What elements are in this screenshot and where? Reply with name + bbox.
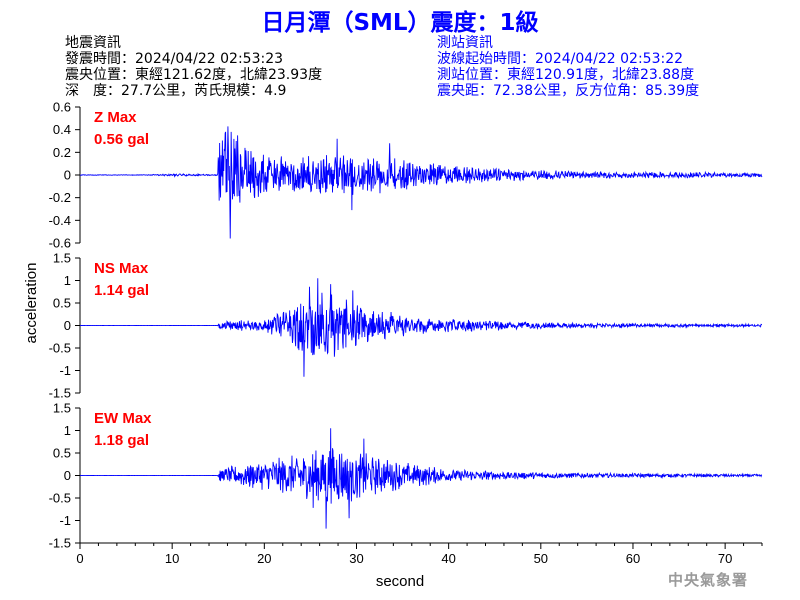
station-info-heading: 測站資訊 (437, 35, 493, 51)
max-value-z: 0.56 gal (94, 131, 149, 148)
y-tick-label: -0.5 (49, 491, 71, 506)
y-tick-label: 0.2 (53, 145, 71, 160)
chart-title: 日月潭（SML）震度：1級 (261, 10, 539, 36)
y-axis-label: acceleration (23, 263, 40, 344)
x-tick-label: 50 (534, 551, 548, 566)
y-tick-label: -0.6 (49, 236, 71, 251)
y-tick-label: 0.5 (53, 296, 71, 311)
station-position: 測站位置：東經120.91度，北緯23.88度 (437, 67, 695, 83)
origin-time: 發震時間：2024/04/22 02:53:23 (65, 51, 284, 67)
epicenter-position: 震央位置：東經121.62度，北緯23.93度 (65, 67, 323, 83)
x-tick-label: 70 (718, 551, 732, 566)
y-tick-label: -1 (59, 363, 71, 378)
y-tick-label: 0 (64, 168, 71, 183)
y-tick-label: 1.5 (53, 251, 71, 266)
agency-credit: 中央氣象署 (667, 571, 748, 589)
max-label-ns: NS Max (94, 260, 149, 277)
max-label-z: Z Max (94, 109, 137, 126)
x-tick-label: 30 (349, 551, 363, 566)
max-value-ns: 1.14 gal (94, 282, 149, 299)
y-tick-label: 0 (64, 468, 71, 483)
max-value-ew: 1.18 gal (94, 432, 149, 449)
earthquake-info-block: 地震資訊 發震時間：2024/04/22 02:53:23 震央位置：東經121… (65, 35, 322, 99)
x-tick-label: 60 (626, 551, 640, 566)
wave-start-time: 波線起始時間：2024/04/22 02:53:22 (437, 51, 684, 67)
y-tick-label: -0.2 (49, 190, 71, 205)
max-label-ew: EW Max (94, 410, 152, 427)
x-tick-label: 40 (441, 551, 455, 566)
waveform-z (79, 126, 763, 239)
y-tick-label: 0 (64, 318, 71, 333)
y-tick-label: -1 (59, 513, 71, 528)
y-tick-label: 0.4 (53, 122, 71, 137)
y-tick-label: -0.4 (49, 213, 71, 228)
y-tick-label: -1.5 (49, 536, 71, 551)
x-axis-label: second (376, 573, 424, 590)
y-tick-label: -0.5 (49, 341, 71, 356)
earthquake-info-heading: 地震資訊 (65, 35, 121, 51)
depth-magnitude: 深 度：27.7公里，芮氏規模：4.9 (65, 83, 287, 99)
x-tick-label: 20 (257, 551, 271, 566)
station-info-block: 測站資訊 波線起始時間：2024/04/22 02:53:22 測站位置：東經1… (437, 35, 699, 99)
y-tick-label: 1.5 (53, 401, 71, 416)
y-tick-label: 0.6 (53, 100, 71, 115)
x-tick-label: 10 (165, 551, 179, 566)
y-tick-label: 1 (64, 273, 71, 288)
distance-azimuth: 震央距：72.38公里，反方位角：85.39度 (437, 83, 700, 99)
waveform-ew (79, 428, 763, 529)
y-tick-label: 1 (64, 423, 71, 438)
y-tick-label: 0.5 (53, 446, 71, 461)
x-tick-label: 0 (76, 551, 83, 566)
waveform-ns (80, 278, 763, 377)
y-tick-label: -1.5 (49, 386, 71, 401)
